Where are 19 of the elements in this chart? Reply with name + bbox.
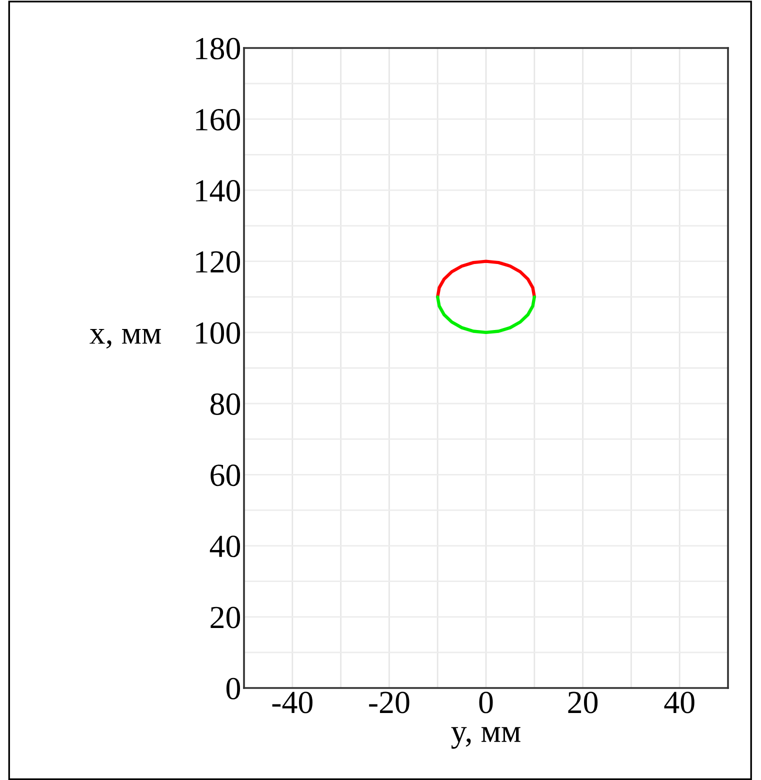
y-tick-label: 20 <box>210 606 240 628</box>
line-series <box>436 295 536 334</box>
x-axis-title: y, мм <box>451 727 520 749</box>
y-tick-label: 80 <box>210 393 240 415</box>
y-tick-label: 100 <box>196 322 240 344</box>
y-tick-label: 180 <box>196 38 240 60</box>
x-tick-label: 0 <box>479 692 493 714</box>
y-tick-label: 140 <box>196 180 240 202</box>
y-axis-title: x, мм <box>90 329 161 349</box>
y-tick-label: 120 <box>196 251 240 273</box>
x-tick-label: 20 <box>568 692 598 714</box>
y-tick-label: 0 <box>226 678 240 700</box>
line-series <box>436 260 536 298</box>
y-tick-label: 160 <box>196 108 240 131</box>
y-tick-label: 60 <box>210 464 240 486</box>
x-tick-label: -20 <box>369 692 410 714</box>
x-tick-label: -40 <box>272 692 312 714</box>
x-tick-label: 40 <box>664 692 694 714</box>
y-tick-label: 40 <box>210 536 240 558</box>
